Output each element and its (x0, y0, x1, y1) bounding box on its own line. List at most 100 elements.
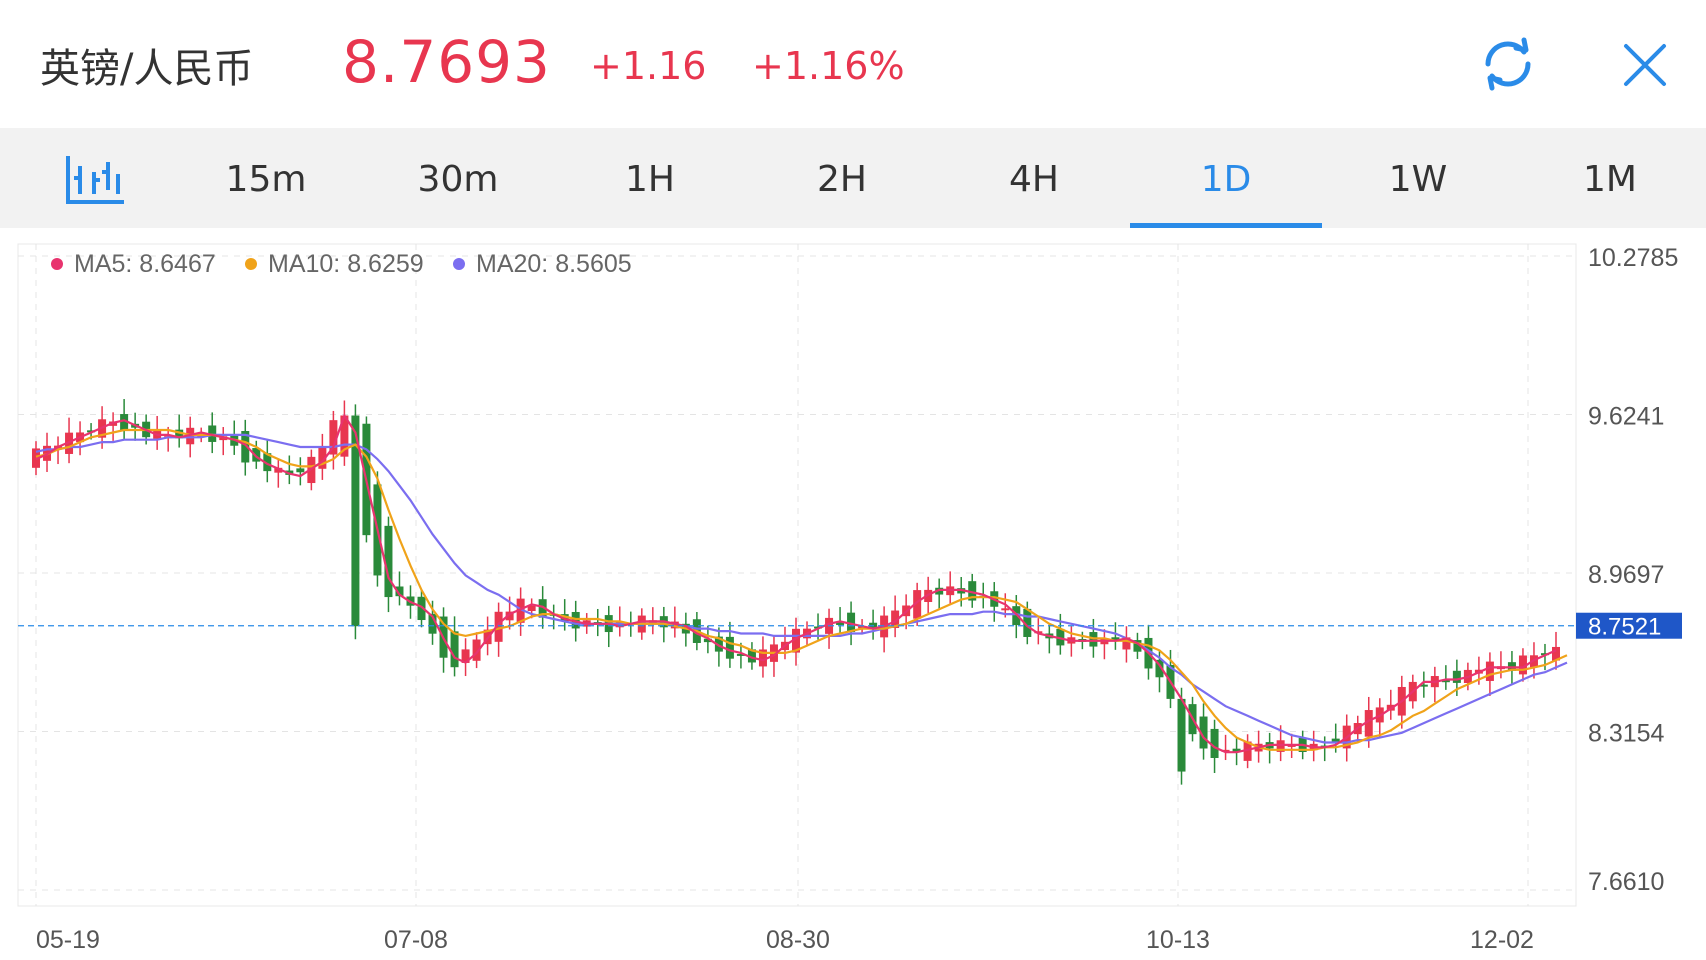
candle-body (384, 525, 393, 598)
candle-body (175, 429, 184, 439)
tab-1d[interactable]: 1D (1130, 128, 1322, 228)
current-price-label: 8.7521 (1588, 614, 1661, 641)
candlestick-chart[interactable]: 10.2785 9.6241 8.9697 8.3154 7.6610 05-19 07-0… (0, 228, 1706, 960)
y-tick-label: 10.2785 (1588, 244, 1678, 272)
candle-body (1331, 738, 1340, 744)
candle-body (395, 586, 404, 597)
candlestick-icon (66, 156, 124, 204)
candle-body (417, 596, 426, 621)
candle-body (560, 614, 569, 622)
candle-body (714, 636, 723, 652)
ma20-line (35, 433, 1568, 744)
legend-dot (453, 258, 465, 270)
legend-label: MA5: 8.6467 (74, 250, 216, 278)
candle-body (703, 638, 712, 643)
ma10-line (35, 428, 1568, 751)
candle-body (670, 621, 679, 629)
candle-body (340, 415, 349, 457)
candle-body (858, 626, 867, 629)
candle-body (1419, 684, 1428, 687)
legend-label: MA10: 8.6259 (268, 250, 424, 278)
candle-body (1364, 710, 1373, 737)
candle-body (516, 598, 525, 623)
x-tick-label: 05-19 (36, 926, 100, 954)
candle-body (505, 611, 514, 621)
candle-body (1221, 749, 1230, 752)
price-change: +1.16 (590, 44, 707, 88)
candle-body (318, 446, 327, 469)
candle-body (1452, 670, 1461, 683)
candle-body (296, 468, 305, 473)
candle-body (329, 420, 338, 455)
x-tick-label: 08-30 (766, 926, 830, 954)
current-price-tag (1576, 612, 1682, 639)
candle-body (208, 425, 217, 442)
candle-body (1441, 680, 1450, 683)
y-tick-label: 8.9697 (1588, 561, 1664, 589)
candle-body (252, 448, 261, 462)
candle-body (968, 581, 977, 601)
candle-body (450, 631, 459, 668)
candle-body (274, 467, 283, 473)
candle-body (758, 649, 767, 667)
candle-body (1177, 698, 1186, 772)
tab-30m[interactable]: 30m (417, 159, 499, 200)
candle-body (1276, 740, 1285, 752)
candle-body (847, 612, 856, 633)
candle-body (747, 649, 756, 663)
y-tick-label: 7.6610 (1588, 868, 1664, 896)
tab-15m[interactable]: 15m (225, 159, 307, 200)
candle-body (1056, 628, 1065, 646)
header-bar: 英镑/人民币 8.7693 +1.16 +1.16% (0, 0, 1706, 128)
tab-1w[interactable]: 1W (1388, 159, 1448, 200)
candle-body (494, 611, 503, 642)
candle-body (241, 431, 250, 463)
candle-body (725, 636, 734, 659)
candle-body (428, 613, 437, 634)
candle-body (1199, 716, 1208, 749)
x-tick-label: 10-13 (1146, 926, 1210, 954)
tab-4h[interactable]: 4H (1009, 159, 1059, 200)
candle-body (461, 649, 470, 663)
candle-body (1111, 637, 1120, 641)
legend-dot (245, 258, 257, 270)
candle-body (1133, 640, 1142, 652)
candle-body (736, 653, 745, 656)
candle-body (538, 599, 547, 618)
tab-1m[interactable]: 1M (1583, 159, 1637, 200)
candle-body (836, 622, 845, 625)
candle-body (913, 590, 922, 619)
candle-body (1243, 741, 1252, 761)
tab-1h[interactable]: 1H (625, 159, 675, 200)
plot-frame (17, 243, 1577, 907)
candle-body (120, 414, 129, 432)
candle-body (1232, 748, 1241, 753)
timeframe-tabs: 15m 30m 1H 2H 4H 1D 1W 1M (0, 128, 1706, 228)
candle-body (792, 628, 800, 653)
x-tick-label: 12-02 (1470, 926, 1534, 954)
candle-body (351, 415, 360, 627)
candle-body (472, 639, 481, 661)
candle-body (891, 610, 900, 628)
chart-type-button[interactable] (0, 128, 192, 228)
ma5-line (35, 413, 1557, 754)
refresh-icon[interactable] (1478, 34, 1538, 94)
close-icon[interactable] (1620, 40, 1670, 90)
candle-body (1518, 655, 1527, 675)
tab-2h[interactable]: 2H (817, 159, 867, 200)
candle-body (1485, 661, 1494, 681)
candle-body (527, 605, 536, 612)
candle-body (1001, 608, 1010, 611)
legend-dot (51, 258, 63, 270)
candle-body (65, 432, 74, 454)
candle-body (263, 453, 272, 472)
candle-body (935, 587, 944, 595)
candle-body (1210, 728, 1219, 758)
candle-body (1552, 646, 1560, 661)
y-tick-label: 9.6241 (1588, 403, 1664, 431)
candle-body (1122, 637, 1131, 650)
candle-body (571, 611, 580, 629)
candle-body (186, 427, 195, 445)
price-change-percent: +1.16% (752, 44, 905, 88)
pair-name: 英镑/人民币 (40, 46, 254, 92)
